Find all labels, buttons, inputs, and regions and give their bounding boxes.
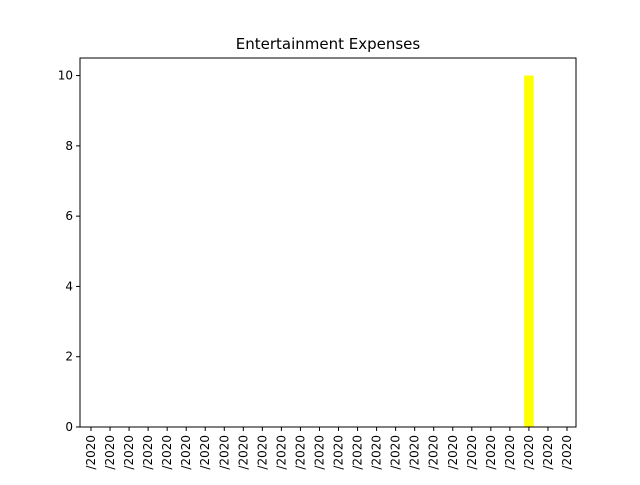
x-tick-label: /2020	[541, 435, 555, 470]
x-tick-label: /2020	[503, 435, 517, 470]
x-tick-label: /2020	[370, 435, 384, 470]
y-tick-label: 0	[65, 420, 73, 434]
y-axis: 0 2 4 6 8 10	[58, 69, 80, 434]
x-tick-label: /2020	[198, 435, 212, 470]
y-tick-label: 10	[58, 69, 73, 83]
x-tick-label: /2020	[560, 435, 574, 470]
x-tick-label: /2020	[141, 435, 155, 470]
bar	[524, 75, 534, 427]
x-tick-label: /2020	[484, 435, 498, 470]
y-tick-label: 8	[65, 139, 73, 153]
x-tick-label: /2020	[160, 435, 174, 470]
x-tick-label: /2020	[217, 435, 231, 470]
x-tick-label: /2020	[179, 435, 193, 470]
plot-frame	[79, 57, 577, 428]
x-tick-label: /2020	[255, 435, 269, 470]
x-tick-label: /2020	[122, 435, 136, 470]
bars-group	[524, 75, 534, 427]
x-tick-label: /2020	[312, 435, 326, 470]
x-tick-label: /2020	[446, 435, 460, 470]
x-tick-label: /2020	[236, 435, 250, 470]
x-axis: /2020/2020/2020/2020/2020/2020/2020/2020…	[84, 427, 574, 470]
x-tick-label: /2020	[274, 435, 288, 470]
x-tick-label: /2020	[465, 435, 479, 470]
x-tick-label: /2020	[427, 435, 441, 470]
y-tick-label: 4	[65, 279, 73, 293]
y-tick-label: 6	[65, 209, 73, 223]
x-tick-label: /2020	[522, 435, 536, 470]
y-tick-label: 2	[65, 350, 73, 364]
x-tick-label: /2020	[293, 435, 307, 470]
x-tick-label: /2020	[332, 435, 346, 470]
x-tick-label: /2020	[103, 435, 117, 470]
x-tick-label: /2020	[84, 435, 98, 470]
chart-title: Entertainment Expenses	[236, 35, 421, 53]
x-tick-label: /2020	[351, 435, 365, 470]
x-tick-label: /2020	[389, 435, 403, 470]
x-tick-label: /2020	[408, 435, 422, 470]
